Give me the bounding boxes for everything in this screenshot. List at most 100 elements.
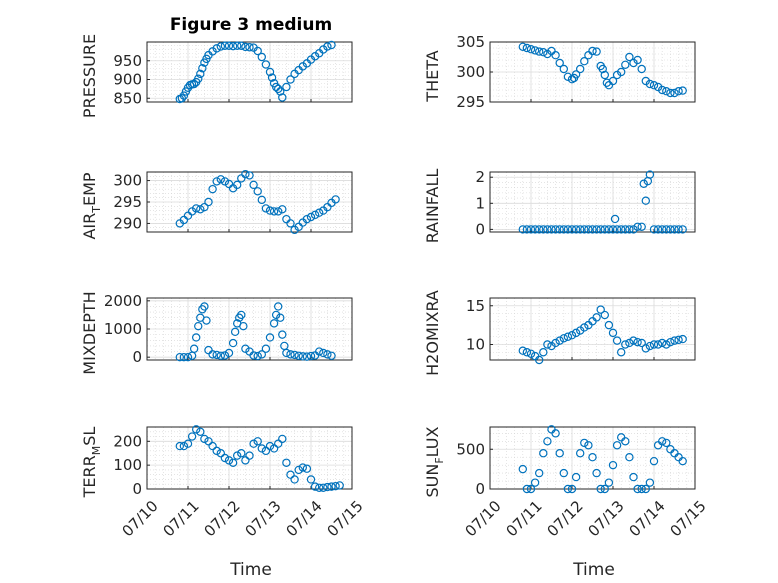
data-point — [191, 204, 201, 213]
data-point — [239, 321, 248, 331]
data-point — [315, 347, 324, 356]
axes-frame — [489, 171, 696, 233]
data-point — [278, 93, 287, 102]
data-point — [331, 481, 340, 491]
data-point — [216, 175, 225, 184]
y-axis-label: TERRMSL — [80, 427, 103, 499]
data-point — [518, 464, 528, 474]
data-point — [265, 333, 275, 342]
data-point — [183, 439, 193, 448]
data-point — [571, 70, 581, 79]
data-point — [653, 225, 663, 234]
subplot-theta: 295 300 305 THETA — [423, 33, 696, 111]
data-point — [608, 460, 618, 470]
data-point — [286, 470, 295, 479]
data-point — [286, 75, 295, 84]
data-point — [662, 340, 671, 349]
x-tick-label: 07/15 — [666, 497, 709, 540]
y-axis-label: H2OMIXRA — [423, 290, 442, 376]
data-point — [625, 52, 634, 62]
data-point — [588, 46, 597, 56]
data-point — [191, 425, 201, 434]
data-point — [522, 43, 532, 53]
x-tick-label: 07/14 — [282, 497, 325, 540]
data-point — [612, 225, 622, 234]
data-point — [253, 437, 262, 446]
data-point — [294, 351, 303, 360]
axes-frame — [489, 426, 696, 490]
data-point — [518, 42, 528, 52]
data-point — [200, 434, 209, 444]
data-point — [559, 64, 569, 74]
data-point — [649, 225, 659, 234]
y-tick-label: 295 — [456, 93, 485, 111]
x-tick-label: 07/11 — [159, 497, 202, 540]
data-point — [282, 458, 291, 467]
y-tick-label: 10 — [466, 336, 485, 354]
data-point — [621, 437, 630, 446]
data-point — [625, 338, 634, 348]
data-point — [298, 463, 307, 472]
data-point — [241, 42, 250, 52]
data-point — [551, 338, 560, 348]
data-point — [559, 334, 569, 343]
data-point — [290, 350, 299, 360]
data-point — [598, 64, 607, 74]
data-point — [678, 86, 687, 95]
subplot-rainfall: 0 1 2 RAINFALL — [423, 168, 696, 244]
data-point — [612, 336, 622, 345]
data-point — [596, 225, 605, 234]
data-point — [204, 197, 213, 207]
data-point — [245, 43, 254, 52]
data-point — [276, 87, 285, 96]
data-point — [592, 225, 601, 234]
data-point — [278, 330, 287, 339]
data-point — [194, 74, 203, 83]
data-point — [253, 46, 262, 56]
data-point — [212, 177, 221, 186]
x-tick-label: 07/12 — [200, 497, 243, 540]
data-point — [204, 437, 213, 446]
data-point — [518, 225, 528, 234]
data-point — [600, 484, 610, 494]
data-point — [576, 225, 585, 234]
subplot-air-temp: 290 295 300 AIRTEMP — [80, 169, 353, 240]
data-point — [526, 484, 536, 494]
data-point — [187, 432, 197, 441]
data-point — [315, 483, 324, 493]
data-point — [237, 41, 246, 50]
data-point — [216, 42, 225, 51]
data-point — [526, 45, 536, 54]
data-point — [559, 468, 569, 478]
data-point — [555, 225, 564, 234]
data-point — [224, 41, 234, 50]
y-tick-label: 295 — [113, 193, 142, 211]
y-axis-label: RAINFALL — [423, 169, 442, 244]
data-point — [194, 321, 203, 331]
data-point — [228, 458, 238, 467]
data-point — [179, 352, 189, 362]
data-point — [241, 456, 250, 465]
y-tick-label: 900 — [113, 71, 142, 89]
data-point — [196, 69, 205, 79]
axes-frame — [489, 297, 696, 361]
data-point — [249, 439, 258, 448]
data-point — [216, 351, 225, 360]
y-tick-label: 500 — [456, 440, 485, 458]
data-point — [212, 446, 221, 456]
data-point — [584, 441, 593, 450]
data-point — [580, 323, 589, 332]
data-point — [290, 475, 299, 484]
data-point — [228, 41, 238, 51]
data-point — [535, 47, 544, 56]
y-tick-label: 1000 — [104, 320, 142, 338]
x-tick-label: 07/11 — [502, 497, 545, 540]
x-tick-label: 07/10 — [118, 497, 161, 540]
y-tick-label: 300 — [456, 63, 485, 81]
data-point — [232, 451, 242, 460]
data-point — [629, 472, 638, 482]
data-point — [621, 60, 630, 70]
data-point — [645, 170, 655, 179]
data-point — [224, 456, 234, 465]
